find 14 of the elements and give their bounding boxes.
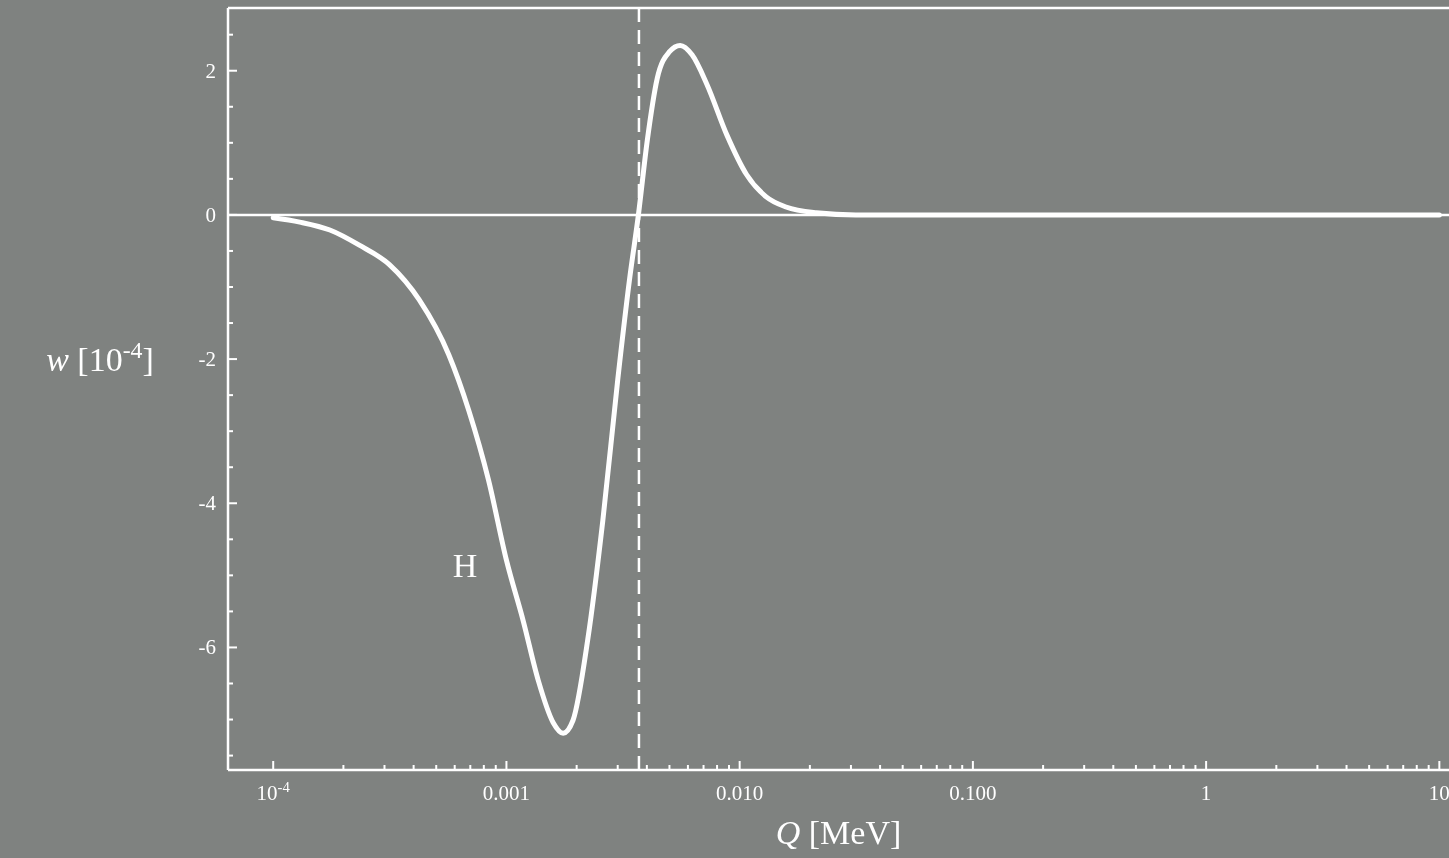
x-tick-label: 0.001 [482,781,531,805]
x-tick-label: 10$^{-4}$ [256,779,291,805]
y-tick-label: 2 [205,58,216,83]
y-tick-label: -6 [198,635,216,660]
y-axis-title: w [10$^{-4}$] [46,337,154,379]
x-tick-label: 10 [1428,781,1449,805]
x-tick-label: 1 [1200,781,1212,805]
y-tick-label: 0 [205,202,216,227]
y-tick-label: -2 [198,347,216,372]
x-tick-label: 0.010 [716,781,764,805]
y-tick-label: -4 [198,491,217,516]
x-tick-label: 0.100 [949,781,997,805]
x-axis-title: Q [MeV] [775,814,902,851]
annotation: H [452,547,478,584]
